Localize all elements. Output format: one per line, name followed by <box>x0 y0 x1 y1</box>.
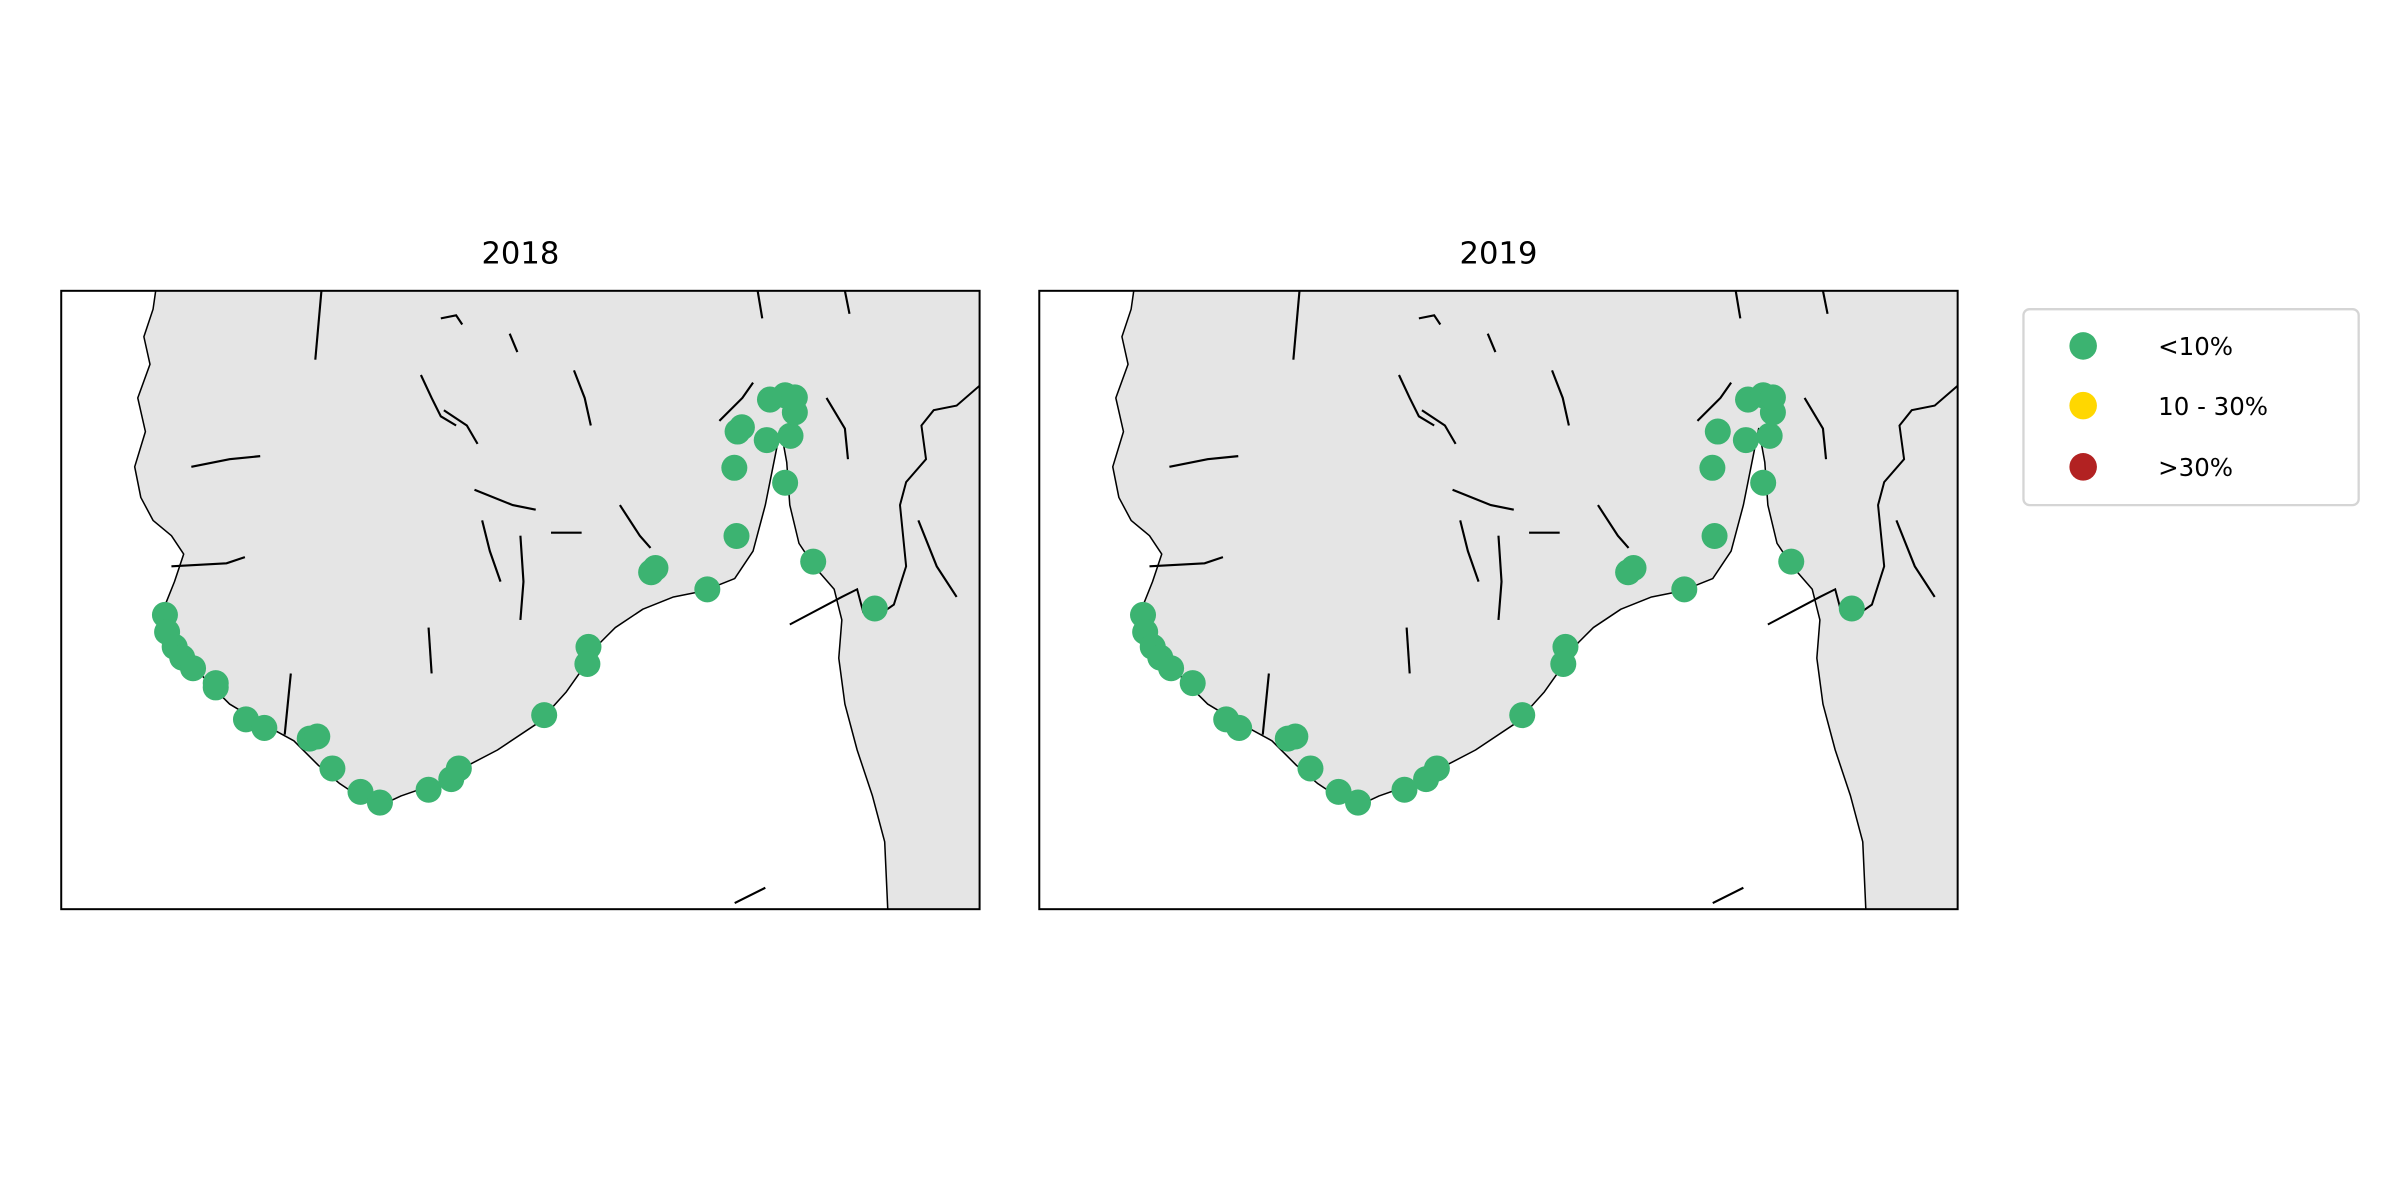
map-frame-2019 <box>1038 289 1959 911</box>
station-point <box>772 469 799 496</box>
station-point <box>1423 755 1450 782</box>
station-point <box>319 755 346 782</box>
legend-marker-mid <box>2069 391 2097 420</box>
station-point <box>1778 548 1805 575</box>
legend-box <box>2022 308 2360 507</box>
station-point <box>1759 384 1786 411</box>
station-point <box>202 674 229 701</box>
station-point <box>1509 702 1536 729</box>
station-point <box>721 454 748 481</box>
legend-marker-high <box>2069 453 2097 481</box>
station-point <box>1325 778 1352 805</box>
basemap-2018 <box>61 290 980 910</box>
station-point <box>1620 555 1647 582</box>
points-2019 <box>1129 382 1865 816</box>
station-point <box>1345 789 1372 816</box>
station-point <box>1701 523 1728 550</box>
station-point <box>1550 650 1577 677</box>
station-point <box>1732 427 1759 454</box>
station-point <box>1158 655 1185 682</box>
panel-title-2018: 2018 <box>481 236 559 271</box>
station-point <box>366 789 393 816</box>
station-point <box>1704 418 1731 445</box>
station-point <box>347 778 374 805</box>
legend-label-high: >30% <box>2158 453 2233 482</box>
station-point <box>251 714 278 741</box>
station-point <box>781 384 808 411</box>
station-point <box>574 650 601 677</box>
legend-marker-low <box>2069 332 2097 360</box>
station-point <box>304 723 331 750</box>
station-point <box>1179 670 1206 697</box>
station-point <box>777 422 804 449</box>
points-2018 <box>151 382 888 816</box>
station-point <box>1282 723 1309 750</box>
station-point <box>531 702 558 729</box>
station-point <box>1671 576 1698 603</box>
station-point <box>753 427 780 454</box>
station-point <box>1838 595 1865 622</box>
legend-label-mid: 10 - 30% <box>2158 392 2268 421</box>
map-panel-2018 <box>60 289 981 911</box>
station-point <box>1297 755 1324 782</box>
station-point <box>1391 776 1418 803</box>
station-point <box>1756 422 1783 449</box>
station-point <box>800 548 827 575</box>
station-point <box>1699 454 1726 481</box>
station-point <box>445 755 472 782</box>
legend-label-low: <10% <box>2158 332 2233 361</box>
basemap-2019 <box>1039 290 1958 910</box>
map-frame-2018 <box>60 289 981 911</box>
panel-title-2019: 2019 <box>1460 236 1538 271</box>
station-point <box>728 414 755 441</box>
station-point <box>180 655 207 682</box>
station-point <box>1750 469 1777 496</box>
station-point <box>642 555 669 582</box>
map-panel-2019 <box>1038 289 1959 911</box>
station-point <box>1226 714 1253 741</box>
station-point <box>415 776 442 803</box>
station-point <box>861 595 888 622</box>
legend: <10% 10 - 30% >30% <box>2022 308 2360 507</box>
station-point <box>694 576 721 603</box>
station-point <box>723 523 750 550</box>
